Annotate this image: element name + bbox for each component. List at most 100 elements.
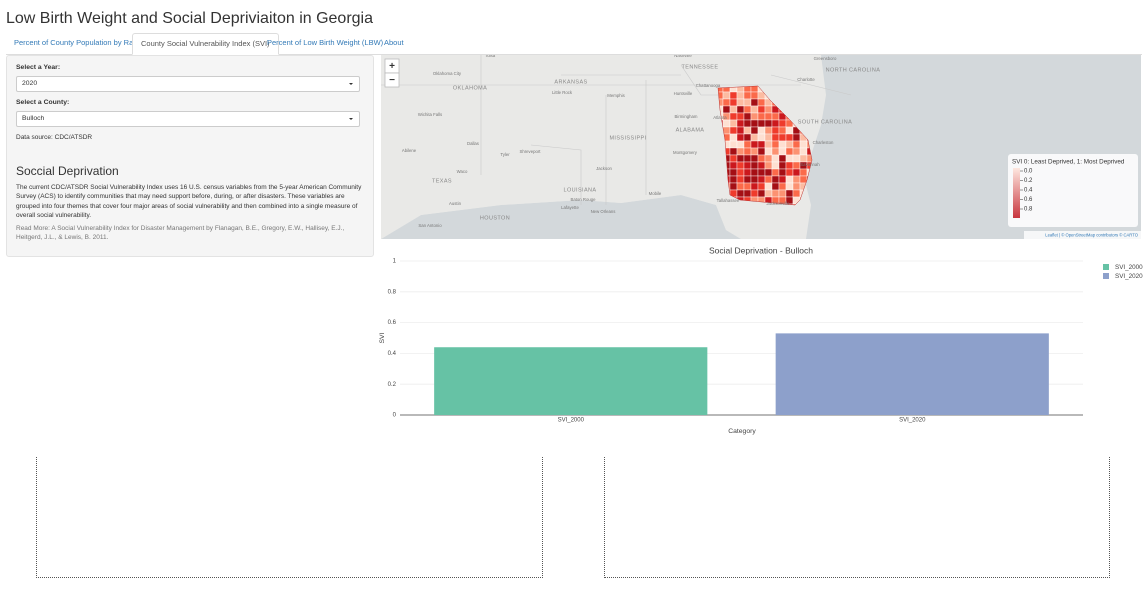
county: [771, 133, 780, 142]
county: [778, 147, 787, 156]
city-label: Waco: [457, 169, 468, 174]
state-label: LOUISIANA: [564, 187, 597, 193]
chart-title: Social Deprivation - Bulloch: [709, 245, 813, 255]
city-label: Tyler: [500, 152, 510, 157]
county: [743, 126, 752, 135]
county: [750, 119, 759, 128]
county: [792, 189, 801, 198]
legend-label: SVI_2020: [1115, 273, 1143, 280]
county: [778, 126, 787, 135]
county: [778, 182, 787, 191]
legend-tick-label: 0.4: [1024, 188, 1033, 194]
legend-title: SVI 0: Least Deprived, 1: Most Deprived: [1012, 159, 1125, 166]
tab[interactable]: County Social Vulnerability Index (SVI): [132, 33, 279, 55]
city-label: Atlanta: [713, 115, 727, 120]
county: [743, 140, 752, 149]
county: [743, 175, 752, 184]
read-more: Read More: A Social Vulnerability Index …: [16, 225, 345, 242]
county: [750, 98, 759, 107]
city-label: Jacksonville: [766, 201, 790, 206]
city-label: Tallahassee: [717, 198, 740, 203]
bar: [434, 347, 708, 415]
county: [799, 140, 808, 149]
county: [792, 161, 801, 170]
county: [757, 182, 766, 191]
county: [778, 175, 787, 184]
county: [757, 168, 766, 177]
sidebar: Select a Year: 2020 Select a County: Bul…: [6, 55, 374, 257]
description: The current CDC/ATSDR Social Vulnerabili…: [16, 184, 362, 219]
state-label: OKLAHOMA: [453, 85, 487, 91]
county: [750, 126, 759, 135]
county: [771, 168, 780, 177]
county: [785, 126, 794, 135]
county: [750, 161, 759, 170]
state-border: [680, 64, 721, 96]
county: [722, 119, 731, 128]
county: [743, 147, 752, 156]
county: [785, 161, 794, 170]
county: [764, 112, 773, 121]
zoom-button[interactable]: [384, 72, 400, 88]
map-land-east: [381, 55, 826, 239]
county: [792, 133, 801, 142]
county: [771, 126, 780, 135]
county: [764, 189, 773, 198]
county: [736, 126, 745, 135]
county: [743, 154, 752, 163]
county: [764, 140, 773, 149]
county: [729, 182, 738, 191]
county: [764, 168, 773, 177]
county: [750, 105, 759, 114]
county: [736, 147, 745, 156]
county: [736, 154, 745, 163]
city-label: Lafayette: [561, 205, 579, 210]
county: [736, 189, 745, 198]
state-label: MISSISSIPPI: [609, 135, 646, 141]
county: [792, 175, 801, 184]
county: [743, 189, 752, 198]
zoom-label[interactable]: +: [389, 61, 395, 72]
county: [764, 161, 773, 170]
county: [743, 98, 752, 107]
county: [757, 119, 766, 128]
county: [729, 133, 738, 142]
county: [729, 98, 738, 107]
county: [792, 154, 801, 163]
county: [750, 147, 759, 156]
county: [757, 126, 766, 135]
county: [785, 140, 794, 149]
map: TENNESSEE ARKANSAS OKLAHOMA MISSISSIPPI ALAB…: [381, 55, 1141, 239]
county: [771, 175, 780, 184]
city-label: Charleston: [813, 140, 834, 145]
county: [778, 119, 787, 128]
city-label: Chattanooga: [696, 83, 721, 88]
county: [757, 98, 766, 107]
county: [778, 154, 787, 163]
county-select[interactable]: Bulloch: [16, 111, 360, 127]
county: [729, 91, 738, 100]
county: [722, 91, 731, 100]
county: [785, 182, 794, 191]
county: [736, 91, 745, 100]
zoom-label[interactable]: −: [389, 75, 395, 86]
county: [799, 154, 808, 163]
county: [750, 154, 759, 163]
city-label: Jackson: [596, 166, 612, 171]
county: [778, 140, 787, 149]
tab[interactable]: Percent of Low Birth Weight (LBW): [267, 38, 384, 47]
state-label: ALABAMA: [676, 127, 705, 133]
empty-panel: [36, 457, 543, 578]
tab[interactable]: About: [384, 38, 404, 47]
county: [736, 161, 745, 170]
county: [771, 189, 780, 198]
city-label: Little Rock: [552, 90, 573, 95]
county: [785, 154, 794, 163]
county: [722, 98, 731, 107]
year-select[interactable]: 2020: [16, 76, 360, 92]
county: [750, 168, 759, 177]
tab[interactable]: Percent of County Population by Race: [14, 38, 142, 47]
attribution-bg: [1024, 231, 1141, 239]
county: [792, 168, 801, 177]
county: [729, 154, 738, 163]
